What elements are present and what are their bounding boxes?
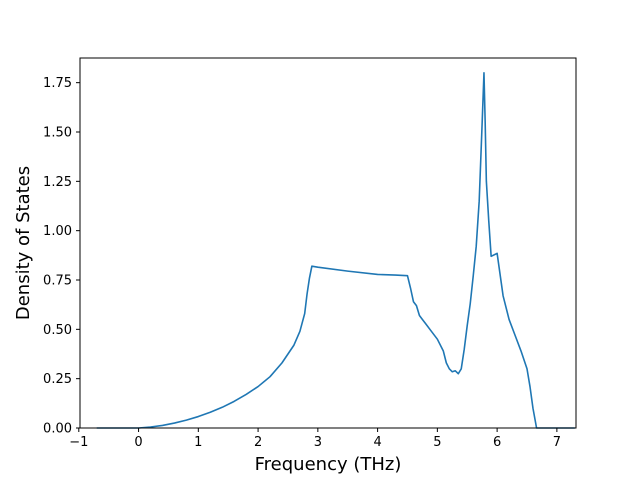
y-tick-label: 1.00 <box>43 224 72 239</box>
x-tick-label: 6 <box>493 435 501 450</box>
x-tick-label: 5 <box>433 435 441 450</box>
plot-area <box>96 72 575 429</box>
x-tick-label: −1 <box>69 435 88 450</box>
y-tick-label: 1.25 <box>43 175 72 190</box>
y-tick-label: 1.75 <box>43 76 72 91</box>
y-axis-label: Density of States <box>13 166 34 320</box>
y-tick-label: 0.50 <box>43 323 72 338</box>
y-tick-label: 0.25 <box>43 372 72 387</box>
x-tick-label: 4 <box>373 435 381 450</box>
x-tick-label: 3 <box>314 435 322 450</box>
x-tick-label: 7 <box>553 435 561 450</box>
y-axis: 0.00 0.25 0.50 0.75 1.00 1.25 1.50 1.75 <box>43 76 80 437</box>
x-axis-label: Frequency (THz) <box>255 454 402 475</box>
y-tick-label: 0.00 <box>43 422 72 437</box>
dos-series-line <box>96 72 575 429</box>
x-axis: −1 0 1 2 3 4 5 6 7 <box>69 428 561 450</box>
axes-frame <box>79 57 577 429</box>
x-tick-label: 0 <box>134 435 142 450</box>
x-tick-label: 2 <box>254 435 262 450</box>
x-tick-label: 1 <box>194 435 202 450</box>
y-tick-label: 0.75 <box>43 274 72 289</box>
y-tick-label: 1.50 <box>43 126 72 141</box>
